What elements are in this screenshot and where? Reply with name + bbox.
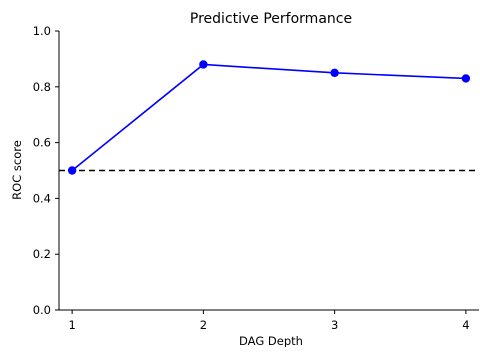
data-point — [199, 60, 208, 69]
x-tick-label: 3 — [331, 318, 338, 332]
y-axis-label: ROC score — [10, 140, 24, 200]
plot-area: 0.0 0.2 0.4 0.6 0.8 1.0 1 2 3 4 — [33, 24, 479, 332]
y-tick-label: 0.2 — [33, 247, 51, 261]
data-point — [461, 74, 471, 83]
x-axis-label: DAG Depth — [239, 334, 303, 347]
x-tick-label: 2 — [200, 318, 207, 332]
data-point — [330, 68, 339, 78]
y-tick-label: 0.0 — [33, 303, 51, 317]
y-tick-label: 0.8 — [33, 80, 51, 94]
chart-title: Predictive Performance — [190, 11, 352, 27]
x-tick-label: 1 — [68, 318, 75, 332]
y-tick-label: 0.4 — [33, 191, 51, 205]
y-tick-label: 0.6 — [33, 136, 51, 150]
series-line — [71, 63, 466, 172]
x-tick-label: 4 — [462, 318, 469, 332]
data-point — [67, 166, 77, 175]
y-tick-label: 1.0 — [33, 24, 51, 38]
